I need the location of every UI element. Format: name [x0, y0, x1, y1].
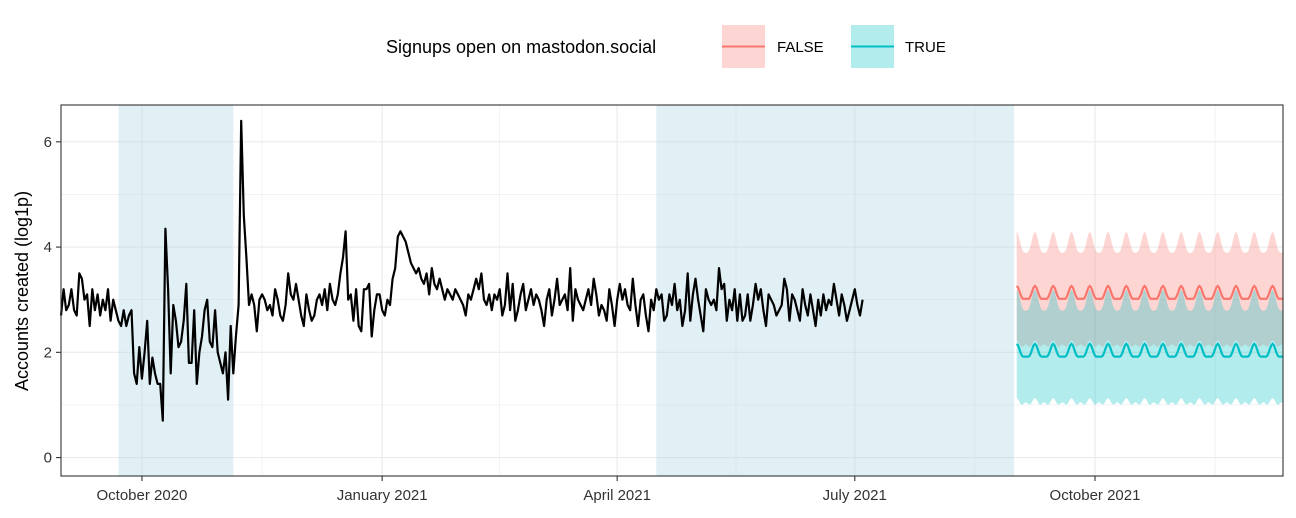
- x-tick-label: October 2020: [96, 487, 187, 504]
- forecast-ribbon-true: [1016, 289, 1283, 405]
- x-tick-label: January 2021: [337, 487, 428, 504]
- x-axis: October 2020 January 2021 April 2021 July 2…: [96, 476, 1140, 504]
- y-tick-label: 4: [44, 239, 52, 256]
- x-tick-label: April 2021: [583, 487, 651, 504]
- y-tick-label: 6: [44, 134, 52, 151]
- legend-label-true: TRUE: [905, 39, 946, 56]
- forecast-ribbons: [1016, 231, 1283, 405]
- y-axis-title: Accounts created (log1p): [12, 191, 32, 391]
- forecast-line-false: [1015, 284, 1284, 301]
- closed-periods: [118, 105, 1015, 476]
- plot-border: [60, 104, 1284, 477]
- forecast-line-true: [1015, 342, 1284, 358]
- legend-label-false: FALSE: [777, 39, 824, 56]
- legend-title: Signups open on mastodon.social: [386, 37, 656, 57]
- closed-period-1: [118, 105, 234, 476]
- forecast-ribbon-false: [1016, 231, 1283, 347]
- y-axis: 0 2 4 6: [44, 134, 61, 467]
- y-tick-label: 0: [44, 450, 52, 467]
- observed-line: [59, 119, 864, 422]
- series-lines: [59, 119, 1284, 422]
- y-tick-label: 2: [44, 344, 52, 361]
- x-tick-label: October 2021: [1050, 487, 1141, 504]
- x-tick-label: July 2021: [823, 487, 887, 504]
- legend: Signups open on mastodon.social FALSE TR…: [386, 25, 946, 68]
